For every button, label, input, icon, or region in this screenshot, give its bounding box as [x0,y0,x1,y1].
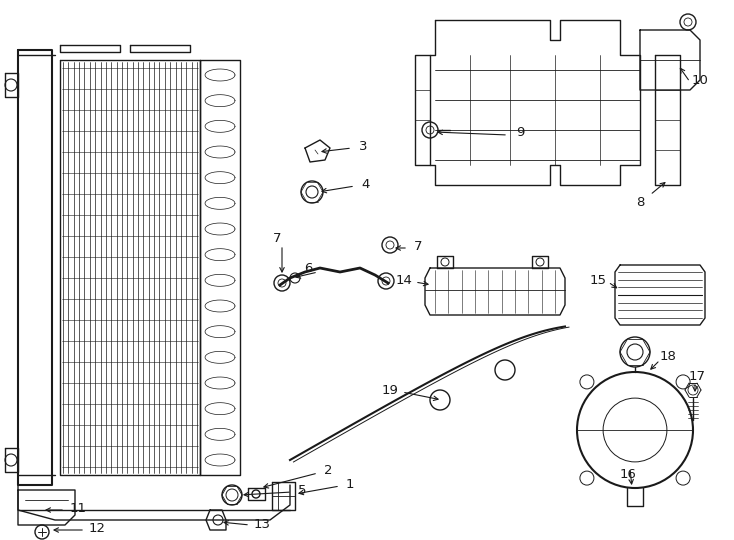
Text: 16: 16 [619,469,636,482]
Text: 18: 18 [660,349,677,362]
Text: 19: 19 [382,383,399,396]
Text: 9: 9 [516,126,524,139]
Text: 4: 4 [362,179,370,192]
Text: 1: 1 [346,477,355,490]
Text: 13: 13 [253,517,271,530]
Text: 7: 7 [273,232,281,245]
Text: 12: 12 [89,523,106,536]
Text: 2: 2 [324,464,333,477]
Text: 8: 8 [636,195,644,208]
Text: 15: 15 [589,274,606,287]
Text: 3: 3 [359,139,367,152]
Text: 10: 10 [691,75,708,87]
Text: 5: 5 [298,484,306,497]
Text: 17: 17 [688,369,705,382]
Text: 6: 6 [304,261,312,274]
Text: 7: 7 [414,240,422,253]
Text: 14: 14 [396,274,413,287]
Text: 11: 11 [70,503,87,516]
